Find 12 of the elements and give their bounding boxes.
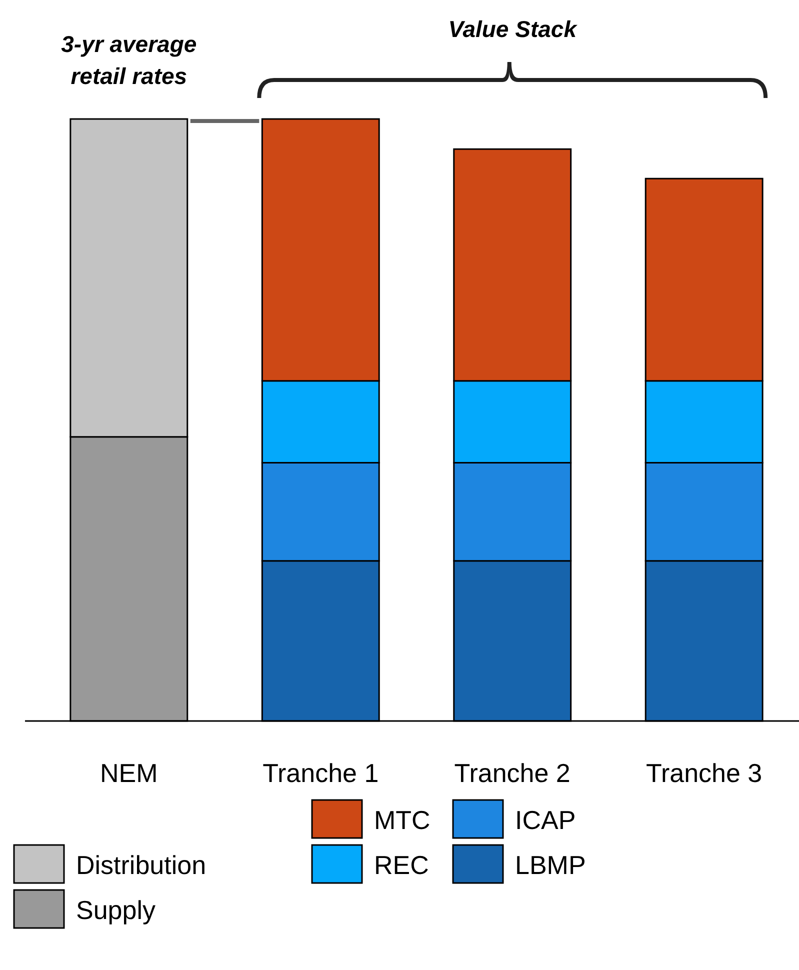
- text: 3-yr average retail rates: [61, 31, 197, 89]
- legend-label: Distribution: [76, 850, 206, 880]
- legend-label: LBMP: [515, 850, 586, 880]
- legend-label: REC: [374, 850, 429, 880]
- text: Value Stack: [448, 16, 578, 42]
- x-tick-label: Tranche 2: [454, 758, 570, 788]
- legend-label: MTC: [374, 805, 430, 835]
- x-tick-label: Tranche 3: [646, 758, 762, 788]
- x-tick-label: NEM: [100, 758, 158, 788]
- x-tick-label: Tranche 1: [262, 758, 379, 788]
- legend-label: Supply: [76, 895, 156, 925]
- legend-label: ICAP: [515, 805, 576, 835]
